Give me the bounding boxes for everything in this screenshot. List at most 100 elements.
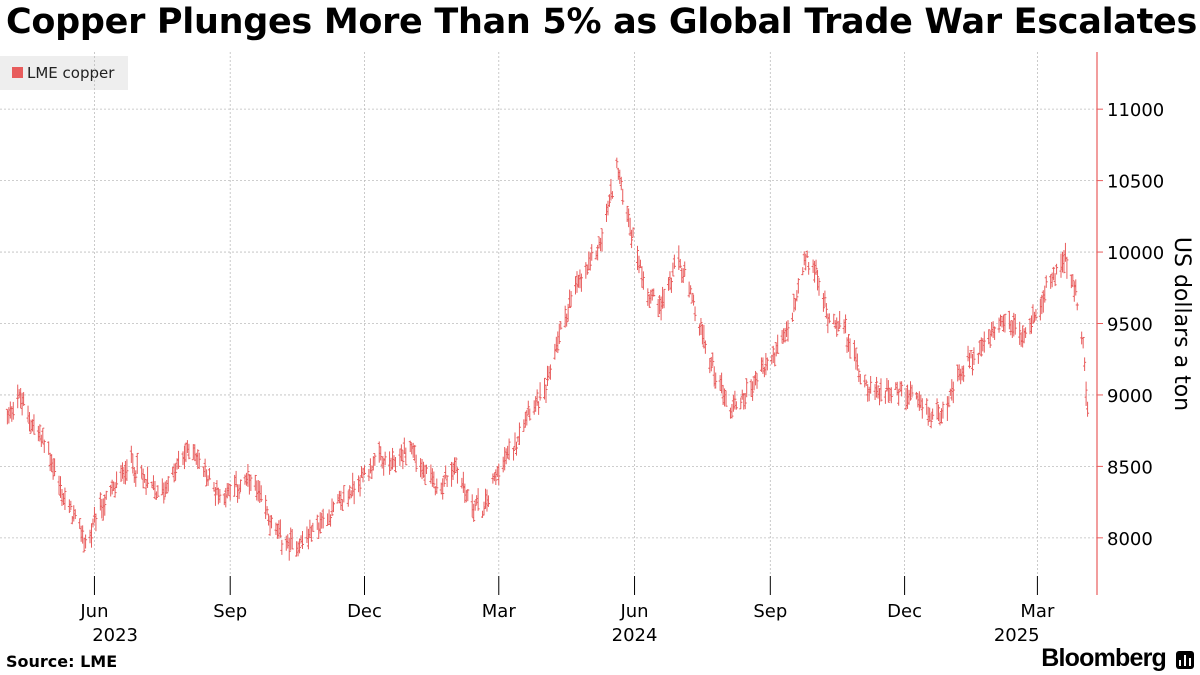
ohlc-bar bbox=[751, 381, 755, 401]
ohlc-bar bbox=[162, 482, 166, 504]
ohlc-bar bbox=[528, 408, 532, 421]
ohlc-bar bbox=[525, 410, 529, 426]
ohlc-bar bbox=[526, 400, 530, 415]
ohlc-bar bbox=[714, 372, 718, 389]
ohlc-bar bbox=[113, 482, 117, 498]
ohlc-bar bbox=[838, 310, 842, 329]
ohlc-bar bbox=[393, 457, 397, 473]
ohlc-bar bbox=[563, 305, 567, 328]
ohlc-bar bbox=[435, 478, 439, 494]
ohlc-bar bbox=[1024, 327, 1028, 338]
ohlc-bar bbox=[174, 463, 178, 481]
ohlc-bar bbox=[947, 396, 951, 408]
ohlc-bar bbox=[278, 519, 282, 538]
ohlc-bar bbox=[82, 537, 86, 553]
ohlc-bar bbox=[1053, 273, 1057, 287]
ohlc-bar bbox=[807, 261, 811, 275]
ohlc-bar bbox=[41, 427, 45, 444]
ohlc-bar bbox=[678, 258, 682, 269]
x-year-label: 2024 bbox=[612, 625, 658, 646]
ohlc-bar bbox=[886, 380, 890, 403]
ohlc-bar bbox=[1034, 309, 1038, 321]
ohlc-bar bbox=[683, 261, 687, 277]
ohlc-bar bbox=[290, 529, 294, 550]
ohlc-bar bbox=[848, 338, 852, 359]
ohlc-bar bbox=[455, 467, 459, 484]
ohlc-bar bbox=[600, 228, 604, 252]
ohlc-bar bbox=[588, 252, 592, 271]
y-tick-label: 8000 bbox=[1107, 529, 1153, 550]
ohlc-bar bbox=[309, 526, 313, 542]
x-tick-label: Dec bbox=[887, 601, 922, 622]
ohlc-bar bbox=[590, 244, 594, 261]
ohlc-bar bbox=[237, 484, 241, 500]
ohlc-bar bbox=[631, 227, 635, 238]
ohlc-bar bbox=[401, 450, 405, 470]
y-tick-label: 11000 bbox=[1107, 100, 1164, 121]
ohlc-bar bbox=[754, 370, 758, 386]
ohlc-bar bbox=[739, 397, 743, 410]
ohlc-bar bbox=[332, 501, 336, 513]
bloomberg-logo: Bloomberg bbox=[1041, 644, 1167, 672]
ohlc-bar bbox=[962, 365, 966, 382]
ohlc-bar bbox=[208, 468, 212, 480]
ohlc-bar bbox=[166, 476, 170, 492]
y-tick-label: 9000 bbox=[1107, 386, 1153, 407]
ohlc-bar bbox=[1055, 263, 1059, 275]
ohlc-bar bbox=[1013, 313, 1017, 335]
ohlc-bar bbox=[380, 456, 384, 469]
ohlc-bar bbox=[156, 485, 160, 497]
ohlc-bar bbox=[619, 176, 623, 191]
ohlc-bar bbox=[442, 474, 446, 487]
ohlc-bar bbox=[197, 452, 201, 470]
x-tick-label: Jun bbox=[619, 601, 648, 622]
ohlc-bar bbox=[537, 401, 541, 415]
ohlc-bar bbox=[855, 353, 859, 371]
ohlc-bar bbox=[755, 373, 759, 389]
ohlc-bar bbox=[494, 469, 498, 485]
ohlc-bar bbox=[544, 384, 548, 404]
ohlc-bar bbox=[165, 479, 169, 494]
ohlc-bar bbox=[863, 374, 867, 388]
ohlc-bar bbox=[466, 489, 470, 502]
ohlc-bar bbox=[134, 470, 138, 487]
ohlc-bar bbox=[745, 378, 749, 398]
ohlc-bar bbox=[543, 377, 547, 400]
ohlc-bar bbox=[472, 503, 476, 522]
ohlc-bar bbox=[876, 385, 880, 399]
ohlc-bar bbox=[340, 499, 344, 511]
ohlc-bar bbox=[879, 378, 883, 402]
ohlc-bar bbox=[556, 331, 560, 354]
ohlc-bar bbox=[73, 509, 77, 520]
bloomberg-chart-icon bbox=[1176, 651, 1194, 669]
ohlc-bar bbox=[367, 468, 371, 482]
ohlc-bar bbox=[801, 267, 805, 276]
ohlc-bar bbox=[517, 422, 521, 446]
vertical-gridlines bbox=[94, 52, 1038, 576]
ohlc-bar bbox=[569, 291, 573, 307]
ohlc-bar bbox=[265, 506, 269, 516]
ohlc-bar bbox=[692, 294, 696, 306]
ohlc-bar bbox=[854, 347, 858, 370]
ohlc-bar bbox=[796, 278, 800, 294]
ohlc-bar bbox=[259, 485, 263, 502]
ohlc-bar bbox=[795, 290, 799, 302]
ohlc-bar bbox=[404, 447, 408, 466]
ohlc-bar bbox=[514, 441, 518, 456]
ohlc-bar bbox=[835, 317, 839, 337]
ohlc-bar bbox=[627, 208, 631, 228]
ohlc-bar bbox=[889, 387, 893, 404]
x-tick-label: Sep bbox=[753, 601, 787, 622]
ohlc-bar bbox=[358, 476, 362, 497]
ohlc-bar bbox=[647, 294, 651, 308]
y-tick-label: 8500 bbox=[1107, 457, 1153, 478]
ohlc-bar bbox=[497, 463, 501, 486]
ohlc-bar bbox=[823, 290, 827, 307]
ohlc-bar bbox=[669, 277, 673, 293]
ohlc-bar bbox=[610, 191, 614, 199]
ohlc-bar bbox=[507, 438, 511, 461]
ohlc-bar bbox=[607, 194, 611, 207]
horizontal-gridlines bbox=[0, 108, 1097, 539]
ohlc-bar bbox=[423, 464, 427, 486]
ohlc-bar bbox=[141, 468, 145, 489]
